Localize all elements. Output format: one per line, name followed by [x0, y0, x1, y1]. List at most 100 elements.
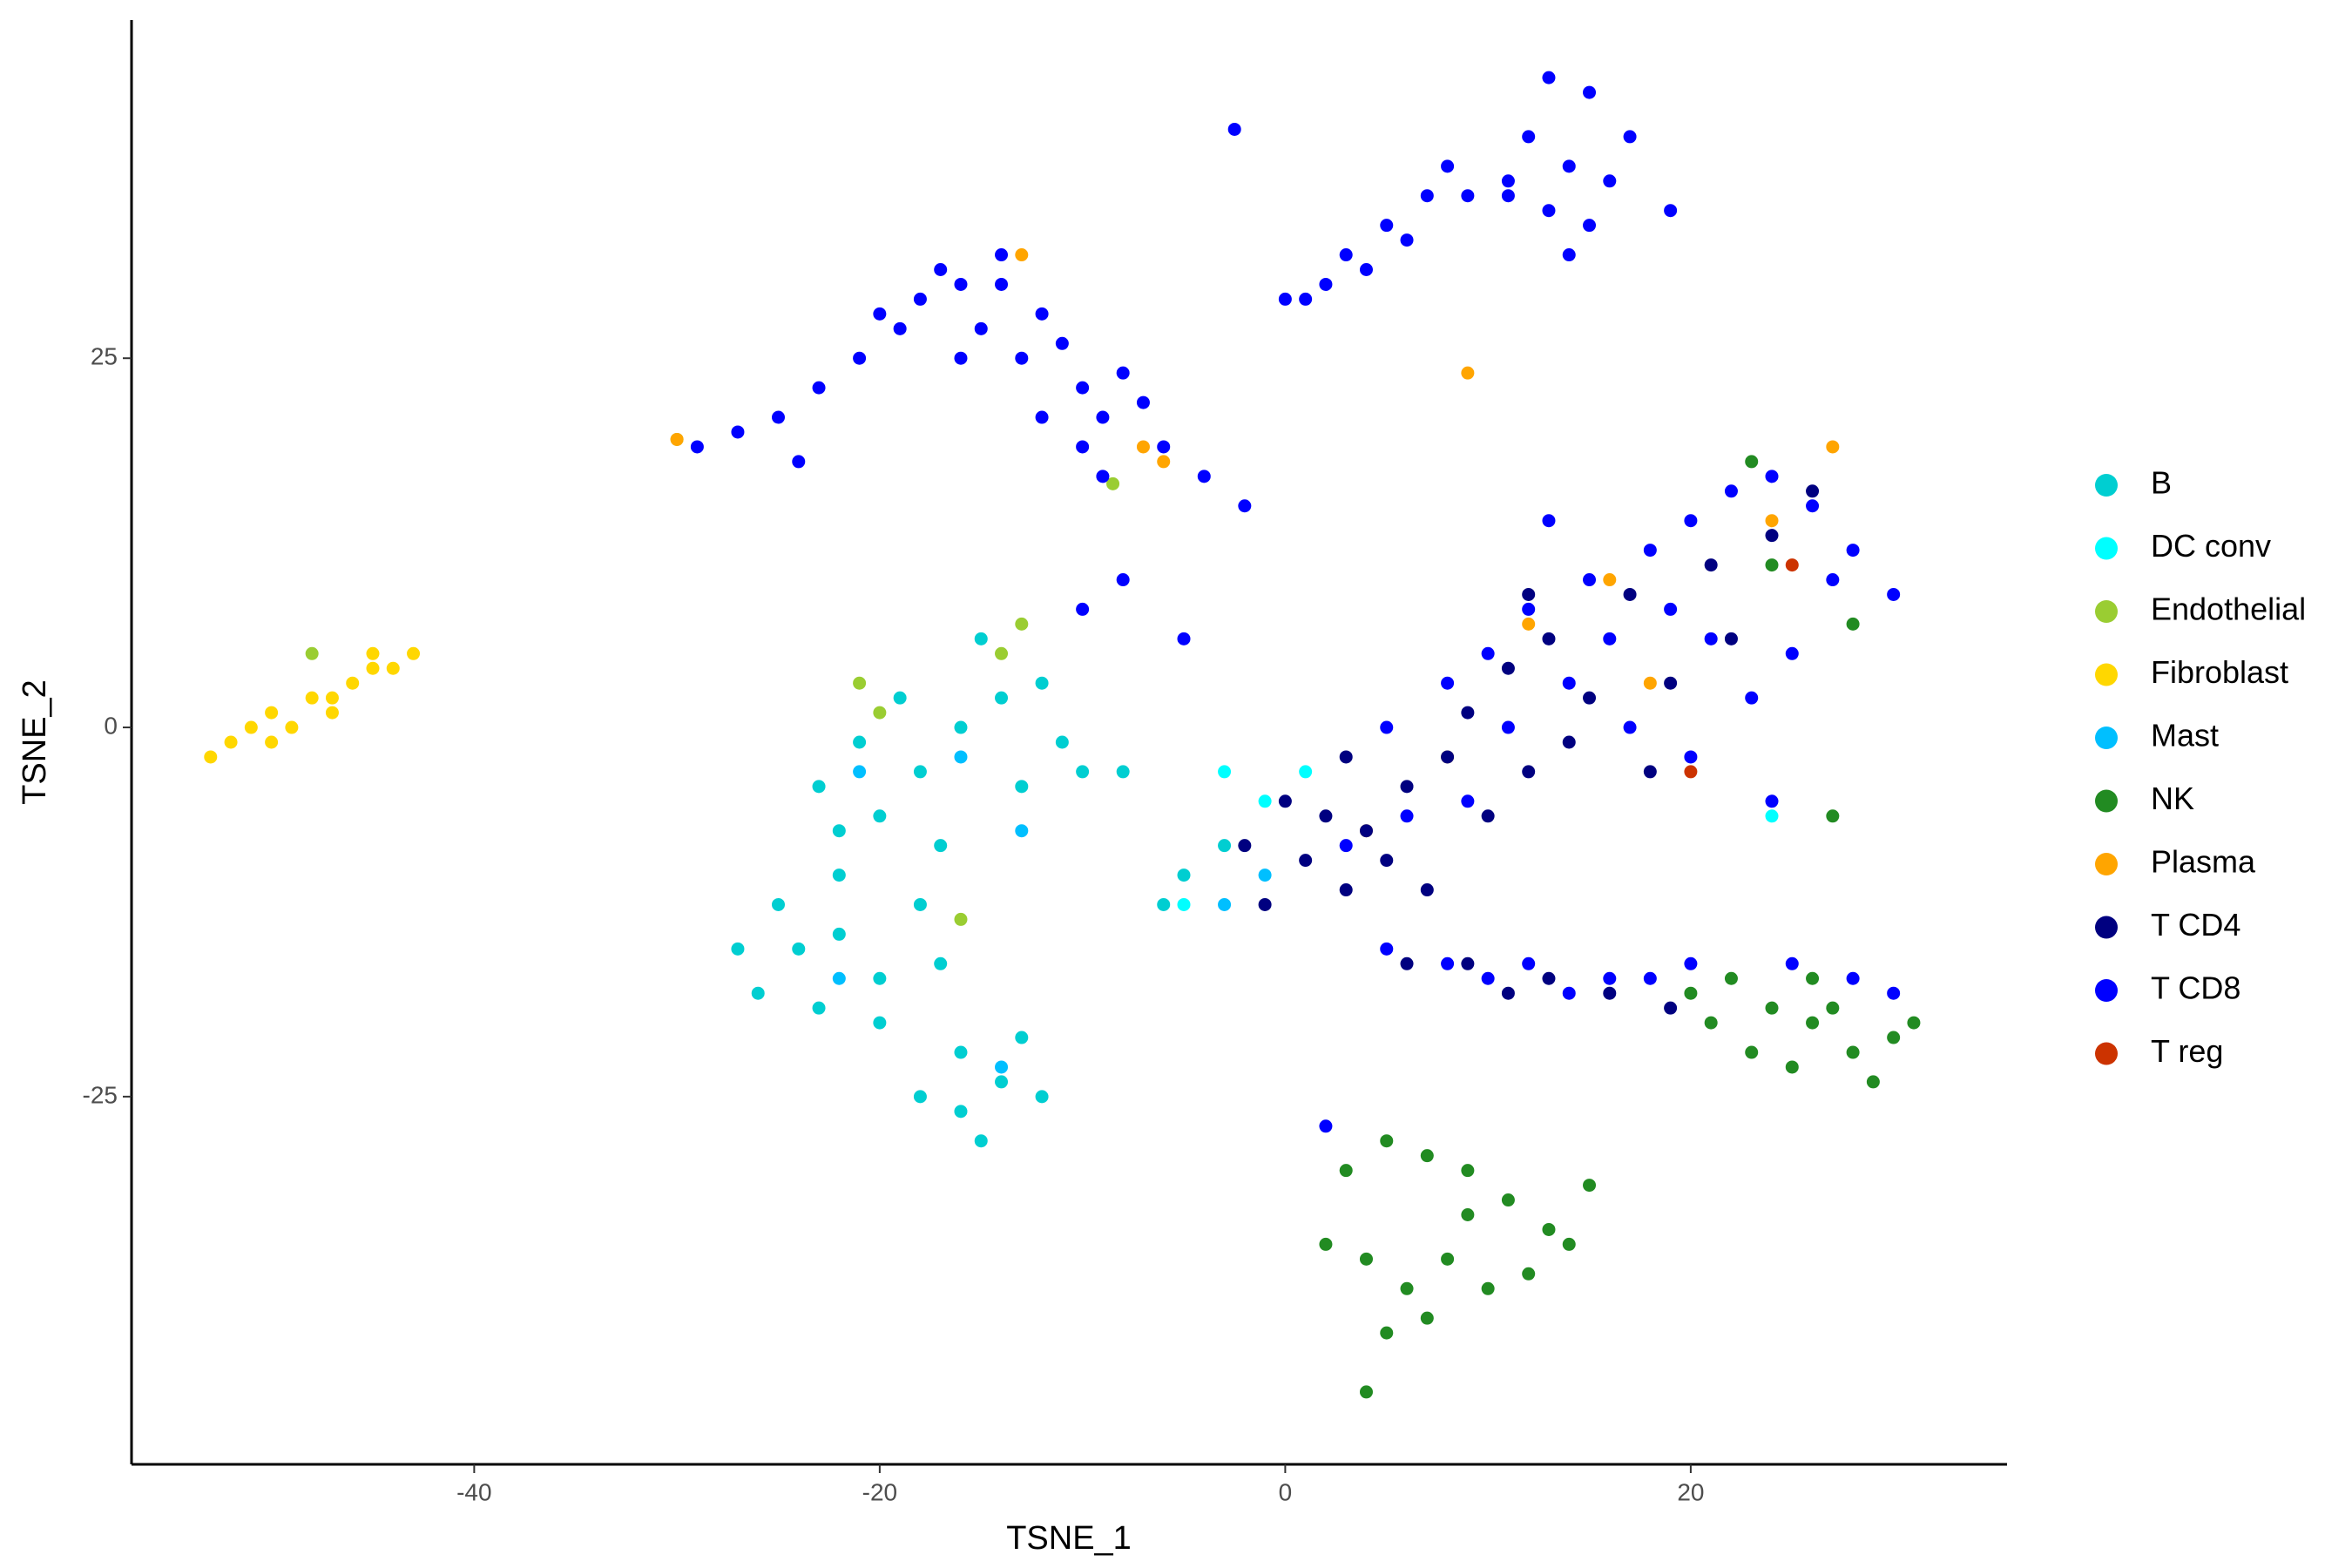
legend-swatch	[2095, 916, 2118, 939]
point	[1319, 1237, 1333, 1251]
point	[1704, 632, 1718, 645]
point	[1380, 942, 1394, 956]
point	[873, 809, 887, 823]
point	[1684, 514, 1698, 528]
point	[366, 646, 380, 660]
point	[1461, 189, 1475, 203]
point	[1704, 1016, 1718, 1030]
point	[1400, 1281, 1414, 1295]
point	[1015, 617, 1029, 631]
point	[913, 1090, 927, 1104]
point	[1583, 1179, 1597, 1193]
point	[1481, 809, 1495, 823]
point	[1724, 484, 1738, 498]
point	[1015, 780, 1029, 794]
point	[1603, 971, 1617, 985]
point	[893, 691, 907, 705]
point	[853, 765, 867, 779]
point	[1157, 440, 1171, 454]
point	[1583, 85, 1597, 99]
legend-label: Endothelial	[2151, 591, 2306, 627]
point	[1562, 676, 1576, 690]
point	[325, 691, 339, 705]
point	[974, 321, 988, 335]
point	[771, 897, 785, 911]
point	[1197, 470, 1211, 483]
x-tick-label: 20	[1677, 1478, 1704, 1505]
point	[954, 750, 968, 764]
point	[792, 942, 806, 956]
point	[1116, 765, 1130, 779]
point	[1359, 1252, 1373, 1266]
point	[1076, 381, 1090, 395]
point	[1015, 1031, 1029, 1044]
point	[934, 956, 948, 970]
point	[1603, 986, 1617, 1000]
point	[1116, 573, 1130, 587]
point	[690, 440, 704, 454]
point	[1076, 440, 1090, 454]
point	[812, 1001, 826, 1015]
point	[1258, 897, 1272, 911]
point	[1116, 366, 1130, 380]
point	[305, 646, 319, 660]
point	[1664, 602, 1678, 616]
point	[1542, 204, 1556, 218]
point	[1461, 956, 1475, 970]
point	[1806, 1016, 1820, 1030]
point	[1542, 1222, 1556, 1236]
point	[954, 1045, 968, 1059]
point	[1501, 174, 1515, 188]
point	[792, 455, 806, 469]
point	[1441, 159, 1455, 173]
legend-label: T CD4	[2151, 907, 2240, 943]
point	[1339, 883, 1353, 897]
point	[1623, 130, 1637, 144]
point	[1299, 765, 1313, 779]
point	[1522, 587, 1536, 601]
point	[1724, 632, 1738, 645]
point	[1643, 544, 1657, 558]
legend-swatch	[2095, 1042, 2118, 1065]
point	[1501, 720, 1515, 734]
point	[1380, 1134, 1394, 1148]
point	[1400, 809, 1414, 823]
point	[873, 971, 887, 985]
point	[1461, 794, 1475, 808]
point	[1846, 971, 1860, 985]
point	[204, 750, 218, 764]
point	[366, 661, 380, 675]
legend-swatch	[2095, 789, 2118, 813]
point	[1461, 1164, 1475, 1178]
point	[995, 1075, 1009, 1089]
point	[1846, 544, 1860, 558]
point	[853, 351, 867, 365]
point	[954, 1105, 968, 1119]
point	[1522, 602, 1536, 616]
point	[1806, 971, 1820, 985]
y-tick-label: 0	[104, 712, 118, 739]
point	[1106, 476, 1120, 490]
point	[1765, 1001, 1779, 1015]
y-axis-title: TSNE_2	[17, 679, 53, 805]
legend-label: NK	[2151, 781, 2194, 816]
point	[1359, 824, 1373, 838]
point	[1643, 765, 1657, 779]
point	[873, 706, 887, 720]
point	[731, 942, 745, 956]
point	[1785, 646, 1799, 660]
legend-swatch	[2095, 727, 2118, 749]
point	[1299, 854, 1313, 868]
point	[1076, 765, 1090, 779]
point	[1785, 1060, 1799, 1074]
point	[1096, 470, 1110, 483]
point	[1522, 765, 1536, 779]
point	[1015, 824, 1029, 838]
point	[1380, 720, 1394, 734]
point	[1887, 986, 1901, 1000]
point	[832, 824, 846, 838]
point	[954, 277, 968, 291]
x-tick-label: -40	[456, 1478, 491, 1505]
point	[1177, 868, 1191, 882]
